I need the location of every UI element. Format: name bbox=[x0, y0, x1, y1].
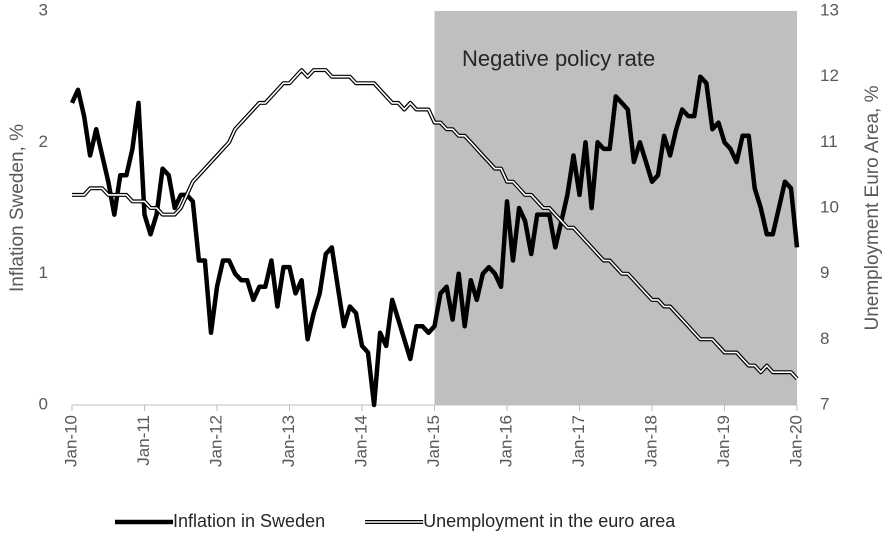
y2-tick-label: 9 bbox=[820, 263, 829, 282]
shaded-region bbox=[434, 11, 797, 405]
x-tick-label: Jan-19 bbox=[714, 415, 733, 467]
x-tick-label: Jan-14 bbox=[351, 415, 370, 467]
legend-label: Unemployment in the euro area bbox=[423, 511, 676, 531]
annotation: Negative policy rate bbox=[462, 46, 656, 71]
y-tick-label: 0 bbox=[39, 394, 48, 413]
y2-tick-label: 8 bbox=[820, 329, 829, 348]
y-tick-label: 2 bbox=[39, 132, 48, 151]
x-tick-label: Jan-13 bbox=[279, 415, 298, 467]
x-tick-label: Jan-18 bbox=[641, 415, 660, 467]
y2-axis-title: Unemployment Euro Area, % bbox=[862, 85, 883, 330]
y2-tick-label: 11 bbox=[820, 132, 838, 151]
series-line bbox=[69, 74, 800, 408]
x-tick-label: Jan-15 bbox=[424, 415, 443, 467]
x-tick-label: Jan-10 bbox=[61, 415, 80, 467]
y2-tick-label: 7 bbox=[820, 394, 829, 413]
series-line-inner bbox=[72, 69, 798, 380]
legend-label: Inflation in Sweden bbox=[173, 511, 325, 531]
y-tick-label: 1 bbox=[39, 263, 48, 282]
x-tick-label: Jan-12 bbox=[206, 415, 225, 467]
y2-tick-label: 10 bbox=[820, 197, 839, 216]
x-tick-label: Jan-11 bbox=[134, 415, 153, 466]
y2-tick-label: 13 bbox=[820, 0, 839, 19]
x-tick-label: Jan-16 bbox=[496, 415, 515, 467]
x-tick-label: Jan-20 bbox=[786, 415, 805, 467]
x-tick-label: Jan-17 bbox=[569, 415, 588, 467]
y-tick-label: 3 bbox=[39, 0, 48, 19]
y2-tick-label: 12 bbox=[820, 66, 839, 85]
y-axis-title: Inflation Sweden, % bbox=[7, 124, 28, 292]
